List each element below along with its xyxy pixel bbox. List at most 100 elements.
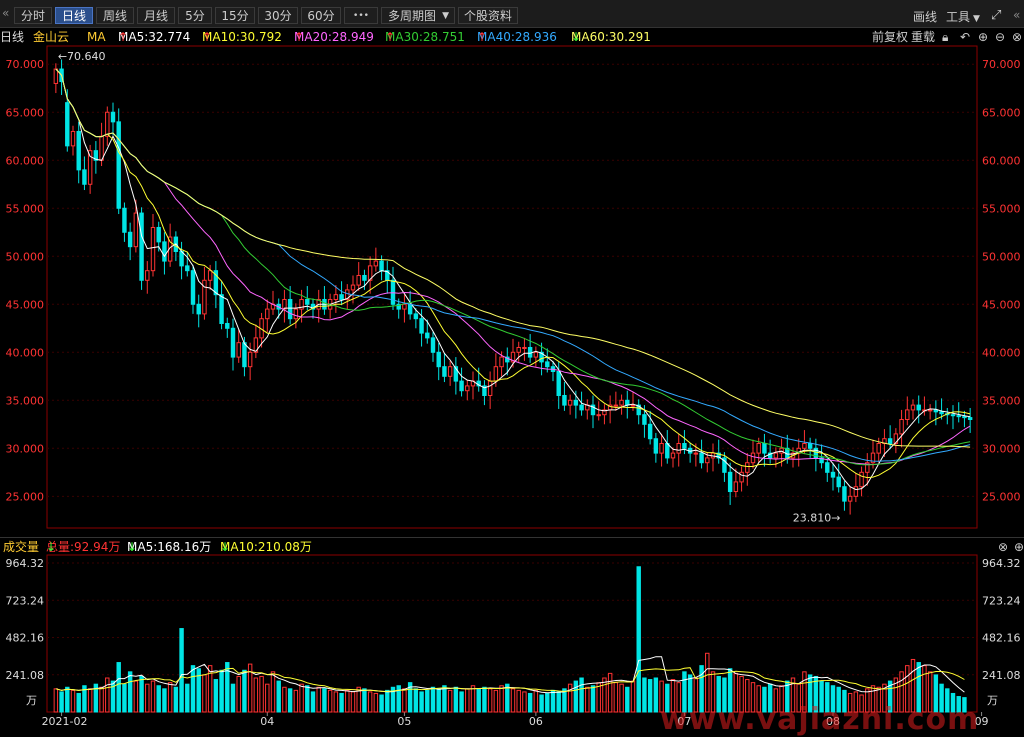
- candle-body: [602, 409, 607, 416]
- tab-5min[interactable]: 5分: [178, 7, 212, 24]
- volume-bar: [813, 675, 819, 713]
- volume-bar: [179, 628, 184, 713]
- candle-body: [859, 471, 864, 488]
- candle-body: [539, 351, 544, 363]
- candle-body: [122, 207, 127, 233]
- candle-body: [699, 452, 704, 464]
- candle-body: [265, 308, 270, 320]
- adjust-button[interactable]: 前复权: [872, 30, 909, 44]
- volume-bar: [499, 685, 504, 713]
- volume-bar: [253, 677, 259, 713]
- zoom-in-icon[interactable]: ⊕: [978, 30, 989, 44]
- ma-line-10: [55, 68, 971, 479]
- close-volume-icon[interactable]: ⊗: [998, 540, 1009, 554]
- tab-daily[interactable]: 日线: [55, 7, 93, 24]
- volume-bar: [379, 694, 384, 713]
- tab-minute[interactable]: 分时: [14, 7, 52, 24]
- candle-body: [390, 279, 396, 305]
- chevron-down-icon: ▼: [442, 11, 449, 21]
- volume-bar: [705, 652, 710, 713]
- tab-60min[interactable]: 60分: [301, 7, 341, 24]
- volume-bar: [539, 694, 544, 713]
- volume-unit-left: 万: [26, 694, 37, 707]
- volume-tick-right: 964.32: [982, 557, 1021, 570]
- collapse-left-icon[interactable]: «: [2, 6, 10, 20]
- volume-info-bar: 成交量 总量:92.94万 ↓ MA5:168.16万 ↓ MA10:210.08万…: [0, 537, 1024, 555]
- volume-bar: [773, 688, 779, 713]
- draw-line-button[interactable]: 画线: [913, 10, 938, 24]
- x-tick-label: 05: [397, 715, 411, 728]
- tab-15min[interactable]: 15分: [215, 7, 255, 24]
- volume-bar: [247, 663, 253, 713]
- candle-body: [962, 416, 967, 419]
- volume-bar: [687, 674, 693, 713]
- multi-period-dropdown[interactable]: 多周期图 ▼: [381, 7, 455, 24]
- candle-body: [430, 337, 436, 353]
- undo-icon[interactable]: ↶: [960, 30, 971, 44]
- candle-body: [150, 226, 156, 272]
- volume-bar: [887, 680, 893, 713]
- candle-body: [305, 298, 310, 305]
- price-tick-right: 70.000: [982, 58, 1021, 71]
- candle-body: [533, 351, 539, 358]
- volume-bar: [150, 680, 156, 713]
- volume-bar: [333, 691, 339, 713]
- indicator-name[interactable]: MA: [87, 30, 106, 44]
- candle-body: [362, 274, 367, 281]
- candle-body: [105, 111, 110, 137]
- candle-body: [910, 404, 916, 411]
- candle-body: [670, 452, 676, 459]
- zoom-out-icon[interactable]: ⊖: [995, 30, 1006, 44]
- close-icon[interactable]: ⊗: [1012, 30, 1023, 44]
- volume-tick-right: 723.24: [982, 594, 1021, 607]
- volume-bar: [65, 686, 70, 713]
- candle-body: [665, 443, 670, 459]
- volume-bar: [59, 691, 64, 713]
- candle-body: [110, 111, 116, 123]
- candle-body: [967, 417, 973, 421]
- volume-bar: [516, 689, 521, 713]
- price-tick-left: 35.000: [6, 394, 45, 407]
- candle-body: [893, 433, 899, 445]
- candle-body: [733, 481, 739, 493]
- candle-body: [619, 399, 624, 406]
- tools-menu-button[interactable]: 工具 ▼: [946, 8, 980, 25]
- tab-30min[interactable]: 30分: [258, 7, 298, 24]
- candle-body: [590, 404, 596, 416]
- lock-icon[interactable]: 🔒︎: [942, 30, 949, 44]
- volume-bar: [225, 662, 230, 713]
- volume-bar: [585, 686, 590, 713]
- volume-bar: [842, 689, 847, 713]
- candle-body: [482, 385, 487, 396]
- volume-bar: [899, 671, 904, 713]
- candle-body: [447, 366, 453, 377]
- candle-body: [693, 452, 699, 455]
- volume-bar: [367, 691, 373, 713]
- volume-bar: [390, 686, 396, 713]
- volume-tick-left: 482.16: [6, 632, 45, 645]
- candle-body: [767, 452, 773, 459]
- tab-weekly[interactable]: 周线: [96, 7, 134, 24]
- price-tick-right: 45.000: [982, 298, 1021, 311]
- stock-info-button[interactable]: 个股资料: [458, 7, 518, 24]
- candle-body: [82, 169, 87, 185]
- volume-bar: [316, 686, 321, 713]
- volume-bar: [139, 675, 144, 713]
- candle-body: [487, 380, 493, 396]
- more-button[interactable]: •••: [344, 7, 378, 24]
- candle-body: [562, 394, 567, 406]
- candle-body: [413, 313, 419, 320]
- expand-icon[interactable]: ⤢: [991, 8, 1002, 23]
- x-tick-label: 08: [826, 715, 840, 728]
- volume-bar: [133, 680, 139, 713]
- collapse-right-icon[interactable]: «: [1013, 8, 1021, 22]
- candle-body: [722, 457, 727, 473]
- overlay-button[interactable]: 重载: [911, 30, 936, 44]
- volume-bar: [722, 677, 727, 713]
- volume-bar: [459, 691, 464, 713]
- candle-body: [727, 471, 733, 493]
- tab-monthly[interactable]: 月线: [137, 7, 175, 24]
- volume-bar: [545, 692, 550, 713]
- zoom-in-icon[interactable]: ⊕: [1014, 540, 1024, 554]
